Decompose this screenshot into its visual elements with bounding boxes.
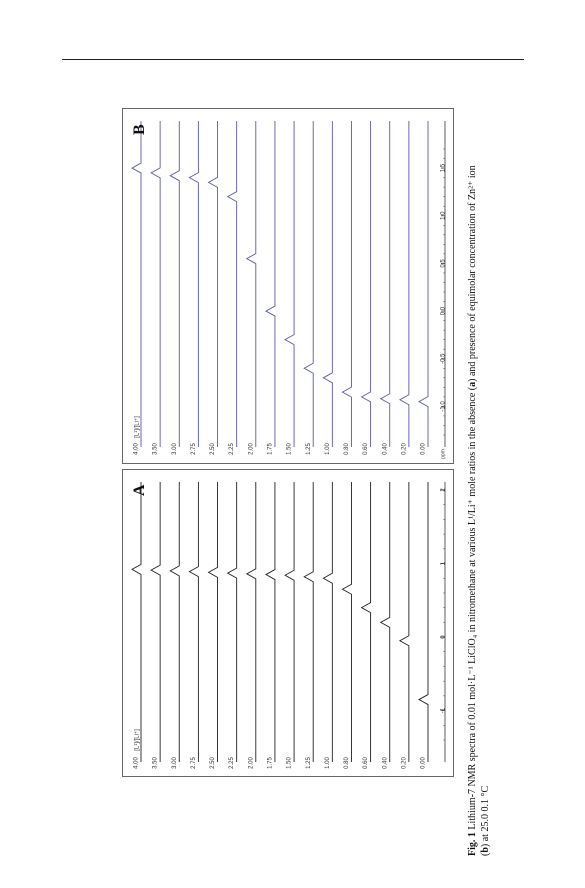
x-tick-label: 1.5: [441, 163, 447, 172]
spectrum-trace: [379, 121, 391, 447]
spectrum-trace: [303, 482, 314, 762]
spectrum-trace: [150, 121, 161, 447]
spectrum-panel-a: 4.00 3.50 3.00 2.75 2.50 2.25 2.00 1.75 1.50 1.25…: [122, 469, 454, 777]
ratio-label: 1.00: [325, 443, 331, 455]
spectrum-panel-b: 4.00 3.50 3.00 2.75 2.50 2.25 2.00 1.75 1.50 1.25…: [122, 108, 454, 464]
spectrum-trace: [207, 482, 218, 762]
ratio-label: 2.75: [191, 757, 197, 769]
ratio-label: 3.50: [153, 757, 159, 769]
x-tick-label: 1.0: [441, 211, 447, 220]
spectrum-plot-a: 4.00 3.50 3.00 2.75 2.50 2.25 2.00 1.75 1.50 1.25…: [131, 482, 447, 769]
ratio-label: 4.00: [134, 443, 140, 455]
ratio-label: 1.75: [268, 757, 274, 769]
caption-a-marker: a: [467, 381, 478, 387]
legend-label: [L¹]/[Li⁺]: [134, 416, 141, 438]
spectrum-trace: [188, 482, 199, 762]
spectrum-trace: [245, 121, 257, 447]
spectrum-trace: [303, 121, 314, 447]
ratio-label: 1.75: [268, 443, 274, 455]
x-tick-label: -1: [441, 707, 447, 713]
ratio-label: 0.60: [363, 443, 369, 455]
x-tick-label: 0.0: [441, 306, 447, 315]
spectrum-trace: [284, 482, 295, 762]
ratio-label: 0.20: [401, 443, 407, 455]
ratio-label: 1.25: [306, 443, 312, 455]
caption-b-marker: b: [480, 847, 491, 853]
spectrum-trace: [341, 482, 352, 762]
x-tick-label: -1.0: [441, 401, 447, 412]
spectrum-trace: [398, 482, 410, 762]
legend-label: [L¹]/[Li⁺]: [134, 729, 141, 751]
x-tick-label: 1: [441, 561, 447, 565]
panel-label-a: A: [131, 484, 148, 496]
spectrum-trace: [131, 121, 142, 447]
spectrum-plot-b: 4.00 3.50 3.00 2.75 2.50 2.25 2.00 1.75 1.50 1.25…: [131, 121, 447, 459]
spectra-group: 4.00 3.50 3.00 2.75 2.50 2.25 2.00 1.75 1.50 1.25…: [131, 121, 447, 459]
x-unit-label: ppm: [440, 449, 446, 459]
spectrum-trace: [284, 121, 295, 447]
ratio-label: 0.60: [363, 757, 369, 769]
spectrum-trace: [322, 121, 333, 447]
ratio-label: 3.50: [153, 443, 159, 455]
ratio-label: 1.00: [325, 757, 331, 769]
ratio-label: 2.00: [248, 757, 254, 769]
ratio-label: 4.00: [134, 757, 140, 769]
ratio-label: 2.00: [248, 443, 254, 455]
spectrum-trace: [131, 482, 142, 762]
ratio-label: 1.25: [306, 757, 312, 769]
x-tick-label: 2: [441, 488, 447, 492]
spectrum-trace: [322, 482, 333, 762]
spectrum-trace: [150, 482, 161, 762]
ratio-label: 1.50: [287, 757, 293, 769]
spectrum-trace: [226, 121, 238, 447]
spectrum-trace: [169, 482, 180, 762]
ratio-label: 2.25: [229, 757, 235, 769]
ratio-label: 0.40: [382, 443, 388, 455]
ratio-label: 0.00: [421, 757, 427, 769]
ratio-label: 2.25: [229, 443, 235, 455]
ratio-label: 3.00: [172, 443, 178, 455]
spectra-group: 4.00 3.50 3.00 2.75 2.50 2.25 2.00 1.75 1.50 1.25…: [131, 482, 447, 769]
caption-text-1: Lithium-7 NMR spectra of 0.01 mol·L⁻¹ Li…: [467, 386, 478, 833]
ratio-label: 3.00: [172, 757, 178, 769]
page-header-rule: [62, 59, 524, 60]
caption-b-open: (: [480, 852, 491, 856]
ratio-label: 2.50: [210, 443, 216, 455]
spectrum-trace: [418, 482, 429, 762]
ratio-label: 1.50: [287, 443, 293, 455]
ratio-label: 2.50: [210, 757, 216, 769]
spectrum-trace: [188, 121, 199, 447]
figure-label: Fig. 1: [467, 832, 478, 856]
spectrum-trace: [398, 121, 410, 447]
figure-caption: Fig. 1 Lithium-7 NMR spectra of 0.01 mol…: [466, 74, 500, 856]
panel-label-b: B: [131, 124, 148, 135]
x-tick-label: -0.5: [441, 353, 447, 364]
x-tick-label: 0.5: [441, 259, 447, 268]
spectrum-trace: [207, 121, 218, 447]
spectrum-trace: [341, 121, 352, 447]
x-tick-label: 0: [441, 635, 447, 639]
spectrum-trace: [245, 482, 257, 762]
ratio-label: 2.75: [191, 443, 197, 455]
ratio-label: 0.80: [344, 443, 350, 455]
ratio-label: 0.00: [421, 443, 427, 455]
caption-text-2: ) and presence of equimolar concentratio…: [467, 165, 478, 382]
spectrum-trace: [360, 121, 372, 447]
spectrum-trace: [379, 482, 391, 762]
spectrum-trace: [418, 121, 429, 447]
ratio-label: 0.20: [401, 757, 407, 769]
spectrum-trace: [226, 482, 238, 762]
spectrum-trace: [360, 482, 372, 762]
spectrum-trace: [265, 121, 276, 447]
spectrum-trace: [169, 121, 180, 447]
ratio-label: 0.40: [382, 757, 388, 769]
ratio-label: 0.80: [344, 757, 350, 769]
caption-text-3: ) at 25.0 0.1 °C: [480, 785, 491, 848]
spectrum-trace: [265, 482, 276, 762]
